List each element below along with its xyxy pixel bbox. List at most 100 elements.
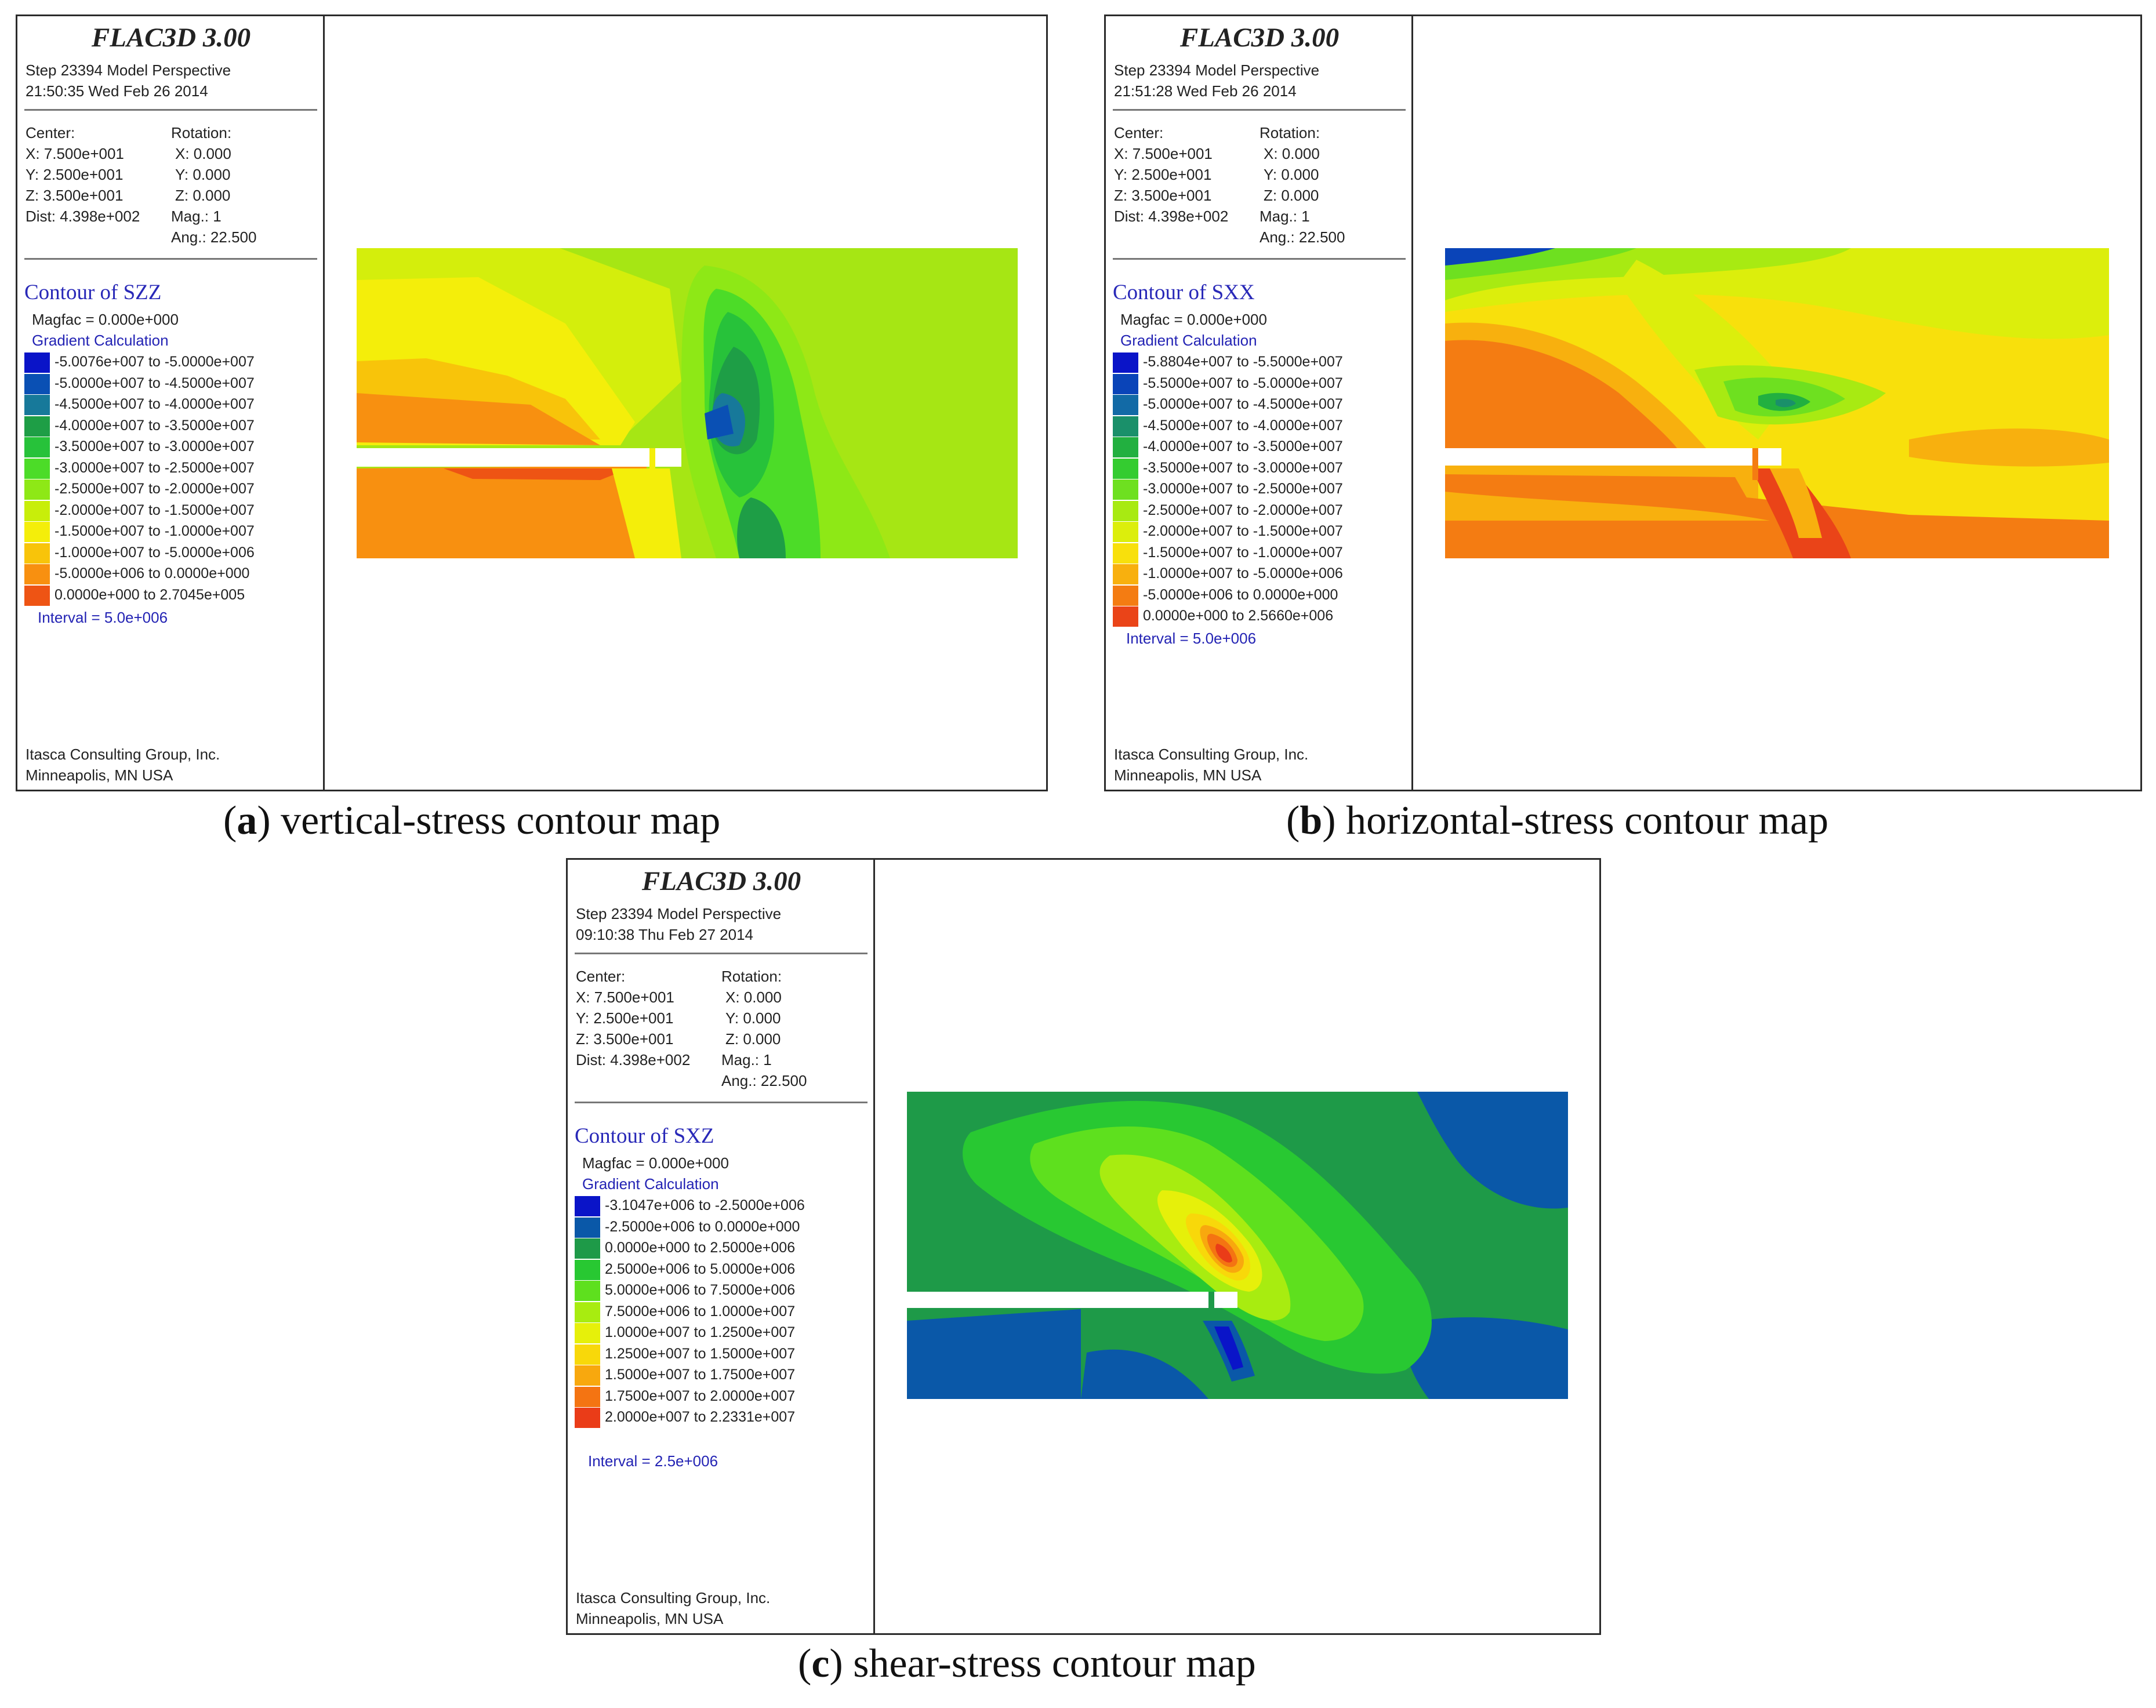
- legend-label: 0.0000e+000 to 2.5000e+006: [605, 1240, 796, 1256]
- legend-label: 1.0000e+007 to 1.2500e+007: [605, 1324, 796, 1340]
- mag: Mag.: 1: [1260, 208, 1310, 225]
- legend-swatch: [24, 585, 50, 606]
- legend-label: -2.5000e+007 to -2.0000e+007: [55, 481, 255, 497]
- legend-swatch: [575, 1238, 600, 1259]
- app-title: FLAC3D 3.00: [641, 866, 801, 896]
- ang: Ang.: 22.500: [1260, 228, 1345, 246]
- legend-swatch: [1113, 373, 1138, 394]
- legend-swatch: [1113, 458, 1138, 479]
- legend-swatch: [575, 1386, 600, 1407]
- rot-y: Y: 0.000: [175, 166, 231, 183]
- divider: [1113, 258, 1406, 260]
- legend-swatch: [1113, 416, 1138, 437]
- caption-letter: c: [811, 1641, 830, 1686]
- legend-swatch: [575, 1281, 600, 1301]
- legend-label: 1.2500e+007 to 1.5000e+007: [605, 1345, 796, 1362]
- ang: Ang.: 22.500: [171, 228, 257, 246]
- legend-label: -2.0000e+007 to -1.5000e+007: [55, 502, 255, 518]
- legend-swatch: [24, 373, 50, 394]
- caption-letter: a: [237, 798, 257, 843]
- panel-a: FLAC3D 3.00 Step 23394 Model Perspective…: [16, 14, 1048, 791]
- caption-text: vertical-stress contour map: [281, 798, 721, 843]
- time-line: 21:50:35 Wed Feb 26 2014: [26, 82, 208, 100]
- center-y: Y: 2.500e+001: [26, 166, 124, 183]
- mag: Mag.: 1: [721, 1051, 772, 1069]
- center-x: X: 7.500e+001: [26, 145, 124, 162]
- caption-paren-open: (: [223, 798, 237, 843]
- panel-c: FLAC3D 3.00 Step 23394 Model Perspective…: [566, 858, 1601, 1635]
- legend-label: -5.8804e+007 to -5.5000e+007: [1143, 354, 1343, 370]
- divider: [575, 953, 868, 954]
- model-view: [875, 860, 1599, 1633]
- step-line: Step 23394 Model Perspective: [26, 61, 231, 79]
- sxz-contour-plot: [907, 1092, 1568, 1399]
- legend-swatch: [1113, 479, 1138, 500]
- legend-label: -3.5000e+007 to -3.0000e+007: [55, 438, 255, 455]
- model-view: [1413, 16, 2140, 790]
- legend-swatch: [24, 479, 50, 500]
- legend-label: -3.0000e+007 to -2.5000e+007: [55, 459, 255, 476]
- info-sidebar: FLAC3D 3.00 Step 23394 Model Perspective…: [568, 860, 875, 1633]
- company: Itasca Consulting Group, Inc.: [576, 1589, 771, 1607]
- legend-label: 7.5000e+006 to 1.0000e+007: [605, 1303, 796, 1320]
- legend-label: -4.0000e+007 to -3.5000e+007: [1143, 438, 1343, 455]
- gradient-label: Gradient Calculation: [582, 1175, 719, 1193]
- legend-swatch: [1113, 437, 1138, 457]
- legend-label: 2.5000e+006 to 5.0000e+006: [605, 1260, 796, 1277]
- rot-z: Z: 0.000: [1264, 187, 1319, 204]
- magfac: Magfac = 0.000e+000: [582, 1154, 729, 1172]
- szz-contour-plot: [357, 248, 1018, 558]
- legend-swatch: [575, 1365, 600, 1386]
- center-z: Z: 3.500e+001: [576, 1030, 674, 1048]
- legend-swatch: [24, 437, 50, 457]
- info-sidebar: FLAC3D 3.00 Step 23394 Model Perspective…: [1106, 16, 1413, 790]
- caption-paren-close: ): [1322, 798, 1336, 843]
- contour-title: Contour of SXZ: [575, 1124, 714, 1148]
- center-label: Center:: [576, 968, 626, 985]
- legend-swatch: [1113, 395, 1138, 415]
- legend-swatch: [1113, 564, 1138, 584]
- legend-swatch: [575, 1323, 600, 1343]
- rot-z: Z: 0.000: [175, 187, 231, 204]
- legend-swatch: [24, 352, 50, 373]
- center-label: Center:: [26, 124, 75, 141]
- step-line: Step 23394 Model Perspective: [1114, 61, 1320, 79]
- legend-swatch: [24, 564, 50, 584]
- legend-swatch: [575, 1259, 600, 1280]
- legend-swatch: [575, 1344, 600, 1365]
- center-y: Y: 2.500e+001: [576, 1009, 674, 1027]
- caption-letter: b: [1300, 798, 1323, 843]
- model-view: [325, 16, 1046, 790]
- legend-label: 5.0000e+006 to 7.5000e+006: [605, 1282, 796, 1298]
- company: Itasca Consulting Group, Inc.: [26, 746, 220, 763]
- caption-paren-close: ): [257, 798, 271, 843]
- legend-label: -5.0000e+006 to 0.0000e+000: [1143, 586, 1338, 603]
- caption-paren-open: (: [798, 1641, 812, 1686]
- legend-swatch: [24, 522, 50, 542]
- legend-label: 0.0000e+000 to 2.7045e+005: [55, 586, 245, 603]
- interval: Interval = 2.5e+006: [588, 1452, 718, 1470]
- legend-swatch: [1113, 585, 1138, 606]
- center-z: Z: 3.500e+001: [1114, 187, 1212, 204]
- rot-z: Z: 0.000: [725, 1030, 781, 1048]
- location: Minneapolis, MN USA: [576, 1610, 724, 1627]
- legend-label: -5.0076e+007 to -5.0000e+007: [55, 354, 255, 370]
- legend-swatch: [24, 543, 50, 564]
- location: Minneapolis, MN USA: [1114, 766, 1262, 784]
- caption-c: (c) shear-stress contour map: [798, 1641, 1256, 1687]
- divider: [24, 109, 317, 111]
- legend-label: -4.0000e+007 to -3.5000e+007: [55, 417, 255, 434]
- legend-label: -2.0000e+007 to -1.5000e+007: [1143, 523, 1343, 539]
- legend-label: -5.0000e+007 to -4.5000e+007: [55, 375, 255, 391]
- legend-label: -2.5000e+007 to -2.0000e+007: [1143, 502, 1343, 518]
- legend-swatch: [24, 458, 50, 479]
- caption-text: horizontal-stress contour map: [1346, 798, 1829, 843]
- step-line: Step 23394 Model Perspective: [576, 905, 782, 922]
- panel-b: FLAC3D 3.00 Step 23394 Model Perspective…: [1104, 14, 2142, 791]
- rot-x: X: 0.000: [175, 145, 231, 162]
- gradient-label: Gradient Calculation: [32, 332, 169, 349]
- rotation-label: Rotation:: [171, 124, 232, 141]
- caption-a: (a) vertical-stress contour map: [223, 798, 720, 844]
- caption-text: shear-stress contour map: [853, 1641, 1256, 1686]
- mag: Mag.: 1: [171, 208, 222, 225]
